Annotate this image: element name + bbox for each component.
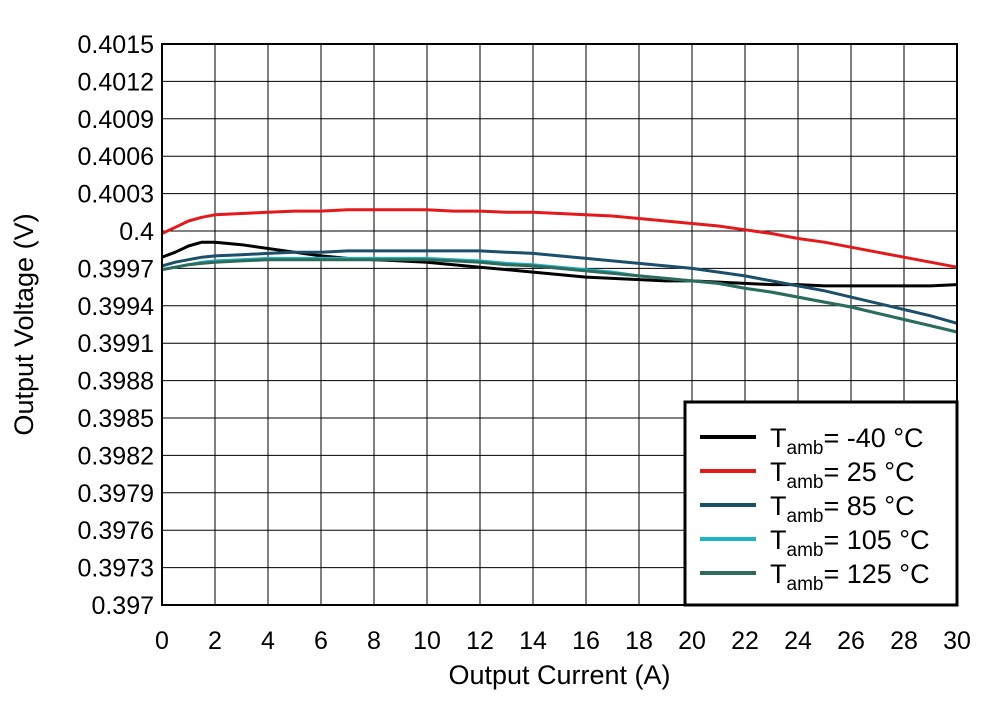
- legend-label-3: Tamb= 105 °C: [770, 525, 930, 561]
- series-line-0: [161, 240, 958, 288]
- y-tick-label: 0.4009: [78, 106, 154, 134]
- plot-frame: [161, 43, 958, 606]
- legend-label-rest: = -40 °C: [823, 423, 923, 453]
- x-axis-label: Output Current (A): [448, 660, 670, 690]
- x-tick-label: 8: [367, 627, 381, 655]
- x-tick-label: 2: [208, 627, 222, 655]
- series-line-2: [161, 249, 958, 325]
- x-tick-label: 24: [784, 627, 812, 655]
- legend-label-main: T: [770, 559, 787, 589]
- series-line-4: [161, 258, 958, 334]
- legend-label-sub: amb: [787, 438, 824, 459]
- legend-label-rest: = 85 °C: [823, 491, 914, 521]
- x-tick-label: 6: [314, 627, 328, 655]
- x-tick-labels: 0 2 4 6 8 10 12 14 16 18 20 22 24 26 28 30: [155, 627, 971, 655]
- legend-label-0: Tamb= -40 °C: [770, 423, 924, 459]
- x-tick-label: 22: [731, 627, 759, 655]
- legend-label-sub: amb: [787, 540, 824, 561]
- legend-label-rest: = 25 °C: [823, 457, 914, 487]
- y-tick-label: 0.3991: [78, 330, 154, 358]
- y-tick-label: 0.3982: [78, 442, 154, 470]
- legend-label-2: Tamb= 85 °C: [770, 491, 915, 527]
- y-tick-label: 0.4006: [78, 143, 154, 171]
- x-tick-label: 12: [466, 627, 494, 655]
- legend-label-main: T: [770, 457, 787, 487]
- legend-label-1: Tamb= 25 °C: [770, 457, 915, 493]
- x-tick-label: 20: [678, 627, 706, 655]
- legend-label-sub: amb: [787, 506, 824, 527]
- legend-label-sub: amb: [787, 472, 824, 493]
- legend-label-main: T: [770, 525, 787, 555]
- y-tick-label: 0.3997: [78, 255, 154, 283]
- x-tick-label: 28: [890, 627, 918, 655]
- y-tick-label: 0.3985: [78, 405, 154, 433]
- y-tick-label: 0.4: [119, 218, 154, 246]
- y-tick-label: 0.3994: [78, 293, 155, 321]
- y-tick-label: 0.4003: [78, 181, 154, 209]
- legend-label-4: Tamb= 125 °C: [770, 559, 930, 595]
- y-axis-label: Output Voltage (V): [9, 213, 39, 435]
- legend-label-rest: = 125 °C: [823, 559, 929, 589]
- series-line-1: [161, 208, 958, 269]
- y-tick-label: 0.397: [91, 592, 154, 620]
- x-tick-label: 4: [261, 627, 275, 655]
- x-tick-label: 30: [943, 627, 971, 655]
- legend-label-sub: amb: [787, 574, 824, 595]
- y-tick-label: 0.3973: [78, 555, 154, 583]
- legend-label-rest: = 105 °C: [823, 525, 929, 555]
- y-tick-label: 0.4015: [78, 31, 154, 59]
- legend-label-main: T: [770, 423, 787, 453]
- x-tick-label: 16: [572, 627, 600, 655]
- y-tick-labels: 0.397 0.3973 0.3976 0.3979 0.3982 0.3985 0.398…: [78, 31, 155, 620]
- series-lines: [161, 208, 958, 334]
- y-tick-label: 0.3988: [78, 368, 154, 396]
- y-tick-label: 0.4012: [78, 68, 154, 96]
- y-tick-label: 0.3979: [78, 480, 154, 508]
- x-tick-label: 14: [519, 627, 547, 655]
- x-tick-label: 26: [837, 627, 865, 655]
- x-tick-label: 18: [625, 627, 653, 655]
- legend-label-main: T: [770, 491, 787, 521]
- x-tick-label: 0: [155, 627, 169, 655]
- x-tick-label: 10: [413, 627, 441, 655]
- y-tick-label: 0.3976: [78, 517, 154, 545]
